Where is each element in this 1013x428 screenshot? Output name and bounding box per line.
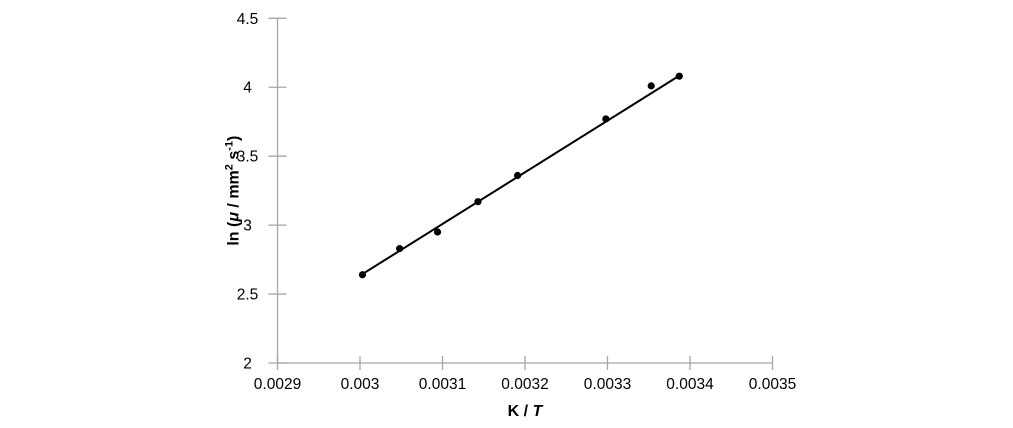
trendline: [361, 73, 683, 275]
data-point: [513, 171, 522, 180]
x-tick-label: 0.0033: [584, 376, 631, 393]
y-tick-label: 2.5: [237, 287, 259, 304]
data-point: [602, 115, 610, 123]
data-point: [675, 72, 683, 80]
y-tick-label: 2: [243, 356, 252, 373]
data-point: [396, 244, 404, 253]
x-tick-label: 0.003: [341, 376, 380, 393]
data-point: [474, 198, 482, 206]
data-point: [433, 228, 442, 236]
x-tick-label: 0.0035: [749, 376, 796, 393]
x-tick-label: 0.0029: [254, 376, 301, 393]
x-axis-title: K / T: [508, 403, 544, 420]
y-tick-label: 3.5: [237, 149, 259, 166]
y-tick-label: 3: [243, 218, 252, 235]
y-axis-title: ln (μ / mm2 s-1): [224, 136, 243, 246]
x-tick-label: 0.0034: [666, 376, 714, 393]
data-point: [647, 82, 655, 90]
x-tick-label: 0.0031: [419, 376, 466, 393]
x-tick-label: 0.0032: [501, 376, 548, 393]
data-point: [358, 271, 367, 279]
y-tick-label: 4: [243, 80, 252, 97]
y-tick-label: 4.5: [237, 11, 259, 28]
